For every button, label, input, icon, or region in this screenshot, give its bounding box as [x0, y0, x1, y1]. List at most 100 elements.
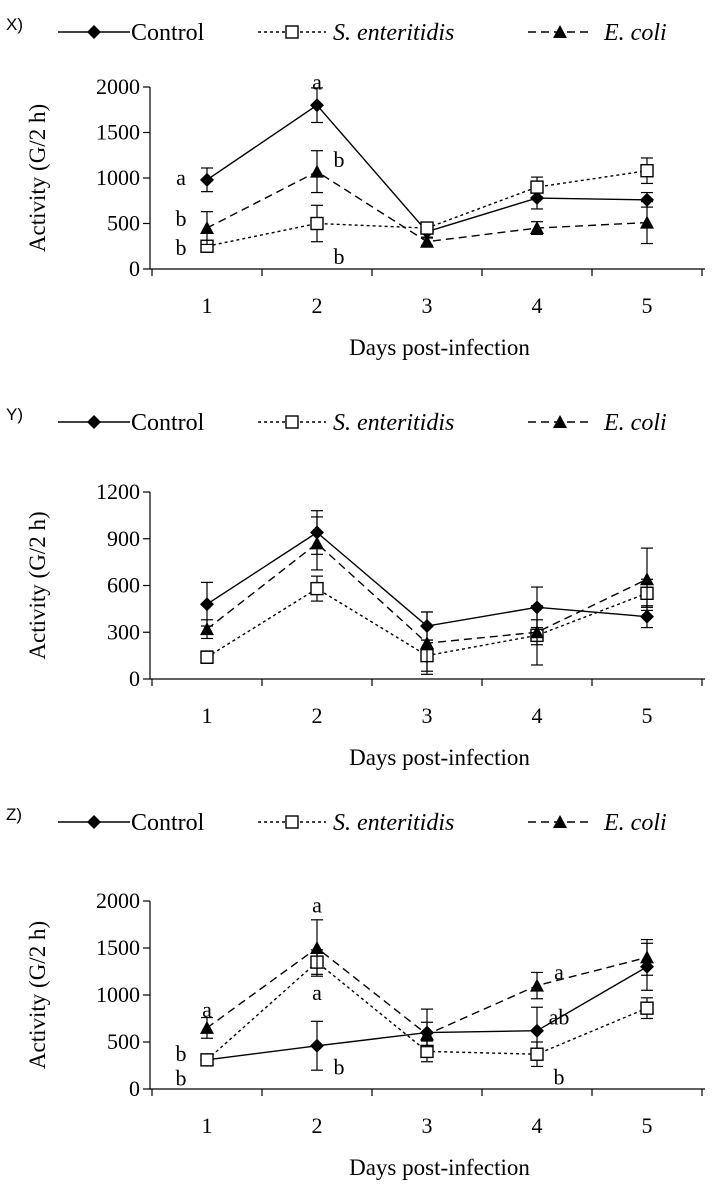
- significance-label: a: [554, 959, 564, 984]
- y-tick-label: 600: [107, 573, 140, 598]
- significance-label: a: [312, 69, 322, 94]
- panel-label: Y): [6, 405, 23, 424]
- data-point: [310, 98, 324, 113]
- legend: Control S. enteritidis E. coli: [58, 410, 667, 436]
- x-tick-label: 4: [532, 293, 543, 318]
- data-point: [200, 221, 214, 235]
- significance-label: b: [334, 1054, 345, 1079]
- data-point: [200, 172, 214, 187]
- x-axis-title: Days post-infection: [349, 745, 530, 770]
- significance-label: b: [176, 1066, 187, 1091]
- data-point: [200, 622, 214, 636]
- y-axis-title: Activity (G/2 h): [25, 104, 50, 252]
- legend-label-s-enteritidis: S. enteritidis: [333, 20, 454, 46]
- y-tick-label: 500: [107, 1029, 140, 1054]
- legend: Control S. enteritidis E. coli: [58, 810, 667, 836]
- legend-marker-control: [87, 815, 101, 829]
- legend-label-e-coli: E. coli: [603, 410, 667, 436]
- significance-label: b: [554, 1065, 565, 1090]
- legend-marker-e-coli: [553, 415, 567, 428]
- data-point: [640, 609, 654, 624]
- x-tick-label: 3: [422, 293, 433, 318]
- y-tick-label: 1500: [96, 935, 140, 960]
- x-tick-label: 3: [422, 1113, 433, 1138]
- data-point: [420, 234, 434, 248]
- x-tick-label: 2: [312, 703, 323, 728]
- legend-label-s-enteritidis: S. enteritidis: [333, 810, 454, 836]
- data-point: [530, 625, 544, 639]
- x-axis-title: Days post-infection: [349, 335, 530, 360]
- data-point: [640, 572, 654, 586]
- data-point: [530, 221, 544, 235]
- legend: Control S. enteritidis E. coli: [58, 20, 667, 46]
- y-tick-label: 500: [107, 211, 140, 236]
- data-point: [640, 1001, 654, 1015]
- data-point: [310, 216, 324, 231]
- data-point: [530, 978, 544, 992]
- data-point: [420, 221, 434, 235]
- data-point: [310, 581, 324, 596]
- data-point: [200, 597, 214, 612]
- series-e-coli: [200, 150, 654, 248]
- x-tick-label: 5: [642, 703, 653, 728]
- data-point: [640, 192, 654, 207]
- y-tick-label: 900: [107, 526, 140, 551]
- significance-label: a: [176, 165, 186, 190]
- significance-label: ab: [549, 1005, 570, 1030]
- series-line: [206, 104, 648, 233]
- y-tick-label: 300: [107, 619, 140, 644]
- data-point: [200, 650, 214, 664]
- significance-label: b: [334, 244, 345, 269]
- legend-marker-s-enteritidis: [285, 25, 299, 39]
- y-tick-label: 1500: [96, 120, 140, 145]
- data-point: [530, 1047, 544, 1061]
- data-point: [310, 1038, 324, 1053]
- y-tick-label: 1200: [96, 479, 140, 504]
- panel-label: X): [6, 15, 23, 34]
- x-tick-label: 1: [202, 1113, 213, 1138]
- x-tick-label: 1: [202, 293, 213, 318]
- data-point: [310, 164, 324, 178]
- significance-label: b: [334, 147, 345, 172]
- significance-label: a: [312, 980, 322, 1005]
- legend-marker-e-coli: [553, 815, 567, 828]
- x-tick-label: 2: [312, 293, 323, 318]
- y-tick-label: 1000: [96, 982, 140, 1007]
- chart-panel-3: Z) Control S. enteritidis E. coli0500100015…: [6, 805, 705, 1180]
- y-tick-label: 0: [129, 256, 140, 281]
- x-tick-label: 5: [642, 1113, 653, 1138]
- x-tick-label: 5: [642, 293, 653, 318]
- significance-label: b: [176, 1041, 187, 1066]
- x-tick-label: 4: [532, 703, 543, 728]
- y-axis-title: Activity (G/2 h): [25, 921, 50, 1069]
- x-tick-label: 4: [532, 1113, 543, 1138]
- legend-label-control: Control: [131, 20, 205, 46]
- y-tick-label: 1000: [96, 165, 140, 190]
- significance-label: a: [202, 997, 212, 1022]
- data-point: [530, 1023, 544, 1038]
- legend-marker-s-enteritidis: [285, 815, 299, 829]
- legend-marker-control: [87, 415, 101, 429]
- x-axis-title: Days post-infection: [349, 1155, 530, 1180]
- series-e-coli: [200, 516, 654, 675]
- legend-marker-e-coli: [553, 25, 567, 38]
- data-point: [530, 180, 544, 194]
- legend-label-control: Control: [131, 410, 205, 436]
- y-tick-label: 2000: [96, 888, 140, 913]
- data-point: [420, 1027, 434, 1041]
- data-point: [530, 191, 544, 206]
- data-point: [310, 941, 324, 954]
- data-point: [640, 164, 654, 178]
- series-s-enteritidis: [200, 949, 654, 1068]
- chart-panel-2: Y) Control S. enteritidis E. coli 0 300 600 900…: [6, 405, 705, 770]
- series-e-coli: [200, 919, 654, 1048]
- significance-label: b: [176, 206, 187, 231]
- series-control: [200, 87, 654, 239]
- legend-label-e-coli: E. coli: [603, 20, 667, 46]
- y-tick-label: 2000: [96, 74, 140, 99]
- data-point: [640, 215, 654, 229]
- data-point: [200, 1053, 214, 1067]
- legend-label-s-enteritidis: S. enteritidis: [333, 410, 454, 436]
- legend-label-e-coli: E. coli: [603, 810, 667, 836]
